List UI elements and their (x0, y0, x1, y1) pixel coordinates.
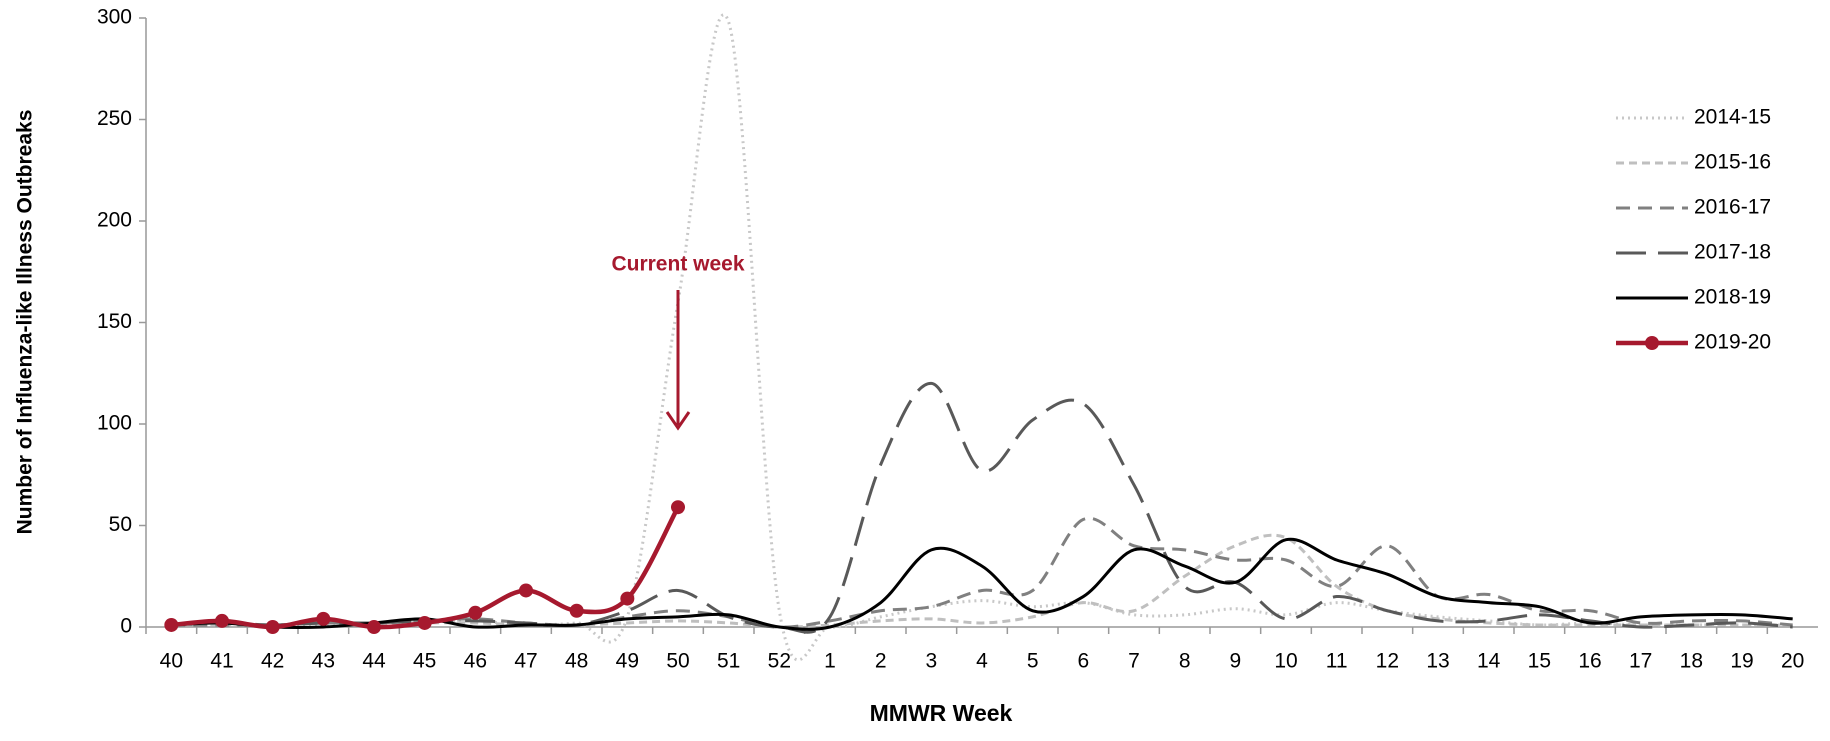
x-tick-label: 52 (768, 650, 791, 673)
point (620, 591, 635, 606)
legend-label: 2014-15 (1694, 106, 1771, 129)
legend-label: 2019-20 (1694, 331, 1771, 354)
point (215, 613, 229, 628)
x-tick-label: 48 (565, 650, 588, 673)
x-tick-label: 13 (1426, 650, 1449, 673)
x-tick-label: 14 (1477, 650, 1501, 673)
point (164, 617, 179, 632)
y-tick-label: 150 (97, 310, 132, 333)
x-tick-label: 17 (1629, 650, 1652, 673)
x-tick-label: 16 (1578, 650, 1601, 673)
x-tick-label: 8 (1179, 650, 1191, 673)
x-tick-label: 20 (1781, 650, 1804, 673)
x-tick-label: 42 (261, 650, 284, 673)
annotation: Current week (611, 253, 744, 276)
x-tick-label: 19 (1730, 650, 1753, 673)
x-tick-label: 51 (717, 650, 740, 673)
x-tick-label: 41 (210, 650, 233, 673)
y-axis-title: Number of Influenza-like Illness Outbrea… (14, 110, 37, 535)
y-tick-label: 200 (97, 209, 132, 232)
point (367, 620, 381, 634)
y-tick-label: 0 (120, 615, 132, 638)
x-tick-label: 45 (413, 650, 436, 673)
x-tick-label: 50 (666, 650, 689, 673)
legend-label: 2016-17 (1694, 196, 1771, 219)
series-line (171, 13, 1793, 662)
series-line (171, 381, 1793, 634)
y-tick-label: 100 (97, 412, 132, 435)
x-tick-label: 11 (1326, 650, 1348, 673)
annotation-arrowhead (665, 411, 691, 431)
x-tick-label: 15 (1528, 650, 1551, 673)
y-tick-label: 50 (109, 513, 132, 536)
x-tick-label: 49 (616, 650, 639, 673)
point (417, 615, 432, 630)
x-tick-label: 5 (1027, 650, 1039, 673)
point (265, 620, 280, 634)
series-line (171, 533, 1793, 629)
x-tick-label: 47 (514, 650, 537, 673)
x-tick-label: 46 (464, 650, 487, 673)
x-tick-label: 9 (1229, 650, 1241, 673)
x-tick-label: 18 (1680, 650, 1703, 673)
y-tick-label: 300 (97, 6, 132, 29)
x-axis-title: MMWR Week (870, 700, 1013, 726)
x-tick-label: 12 (1376, 650, 1399, 673)
x-tick-label: 7 (1128, 650, 1140, 673)
point (316, 611, 331, 626)
point (671, 500, 685, 515)
legend-label: 2015-16 (1694, 151, 1771, 174)
series-line (171, 506, 680, 630)
x-tick-label: 10 (1274, 650, 1297, 673)
x-tick-label: 3 (925, 650, 937, 673)
x-tick-label: 1 (824, 650, 836, 673)
x-tick-label: 40 (160, 650, 183, 673)
x-tick-label: 44 (362, 650, 386, 673)
point (468, 605, 483, 620)
x-tick-label: 2 (875, 650, 887, 673)
x-tick-label: 6 (1077, 650, 1089, 673)
legend-label: 2017-18 (1694, 241, 1771, 264)
x-tick-label: 4 (976, 650, 988, 673)
point (519, 583, 533, 598)
y-tick-label: 250 (97, 107, 132, 130)
point (569, 603, 584, 618)
legend-label: 2018-19 (1694, 286, 1771, 309)
x-tick-label: 43 (312, 650, 335, 673)
legend-marker (1645, 336, 1659, 350)
